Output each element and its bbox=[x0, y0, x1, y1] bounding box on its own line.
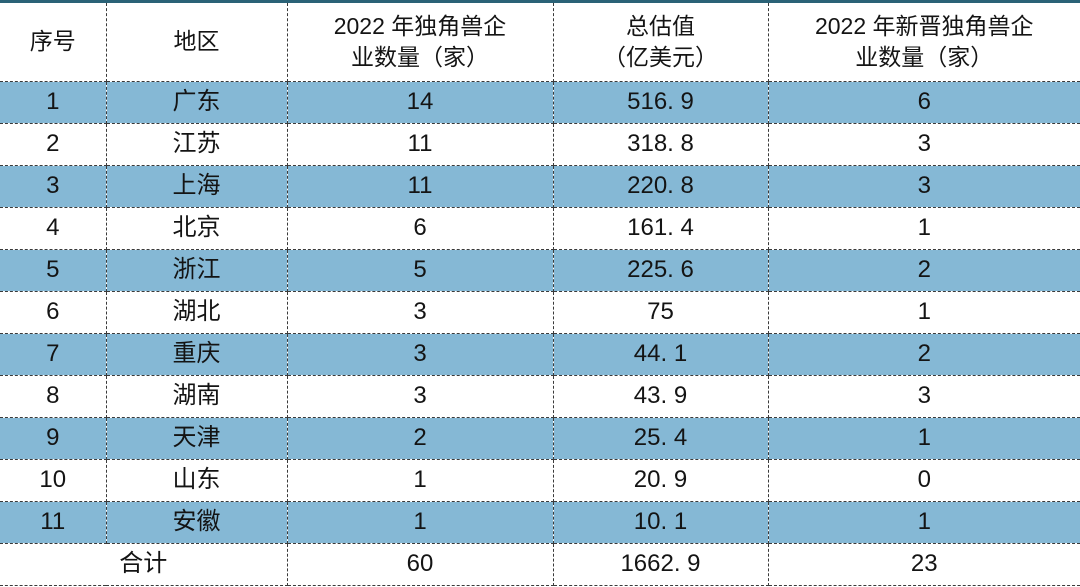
cell-valuation: 75 bbox=[552, 291, 769, 334]
cell-valuation: 318. 8 bbox=[552, 123, 769, 166]
table-row-tianjin: 9 天津 2 25. 4 1 bbox=[0, 417, 1080, 460]
cell-index: 4 bbox=[0, 207, 107, 250]
table-row-hubei: 6 湖北 3 75 1 bbox=[0, 291, 1080, 334]
cell-region: 湖北 bbox=[105, 291, 288, 334]
cell-new-unicorn-count: 3 bbox=[767, 165, 1080, 208]
cell-index: 9 bbox=[0, 417, 107, 460]
cell-new-unicorn-count: 2 bbox=[767, 249, 1080, 292]
cell-valuation: 225. 6 bbox=[552, 249, 769, 292]
cell-unicorn-count: 3 bbox=[286, 291, 554, 334]
cell-new-unicorn-count: 0 bbox=[767, 459, 1080, 502]
cell-unicorn-count: 3 bbox=[286, 333, 554, 376]
cell-index: 8 bbox=[0, 375, 107, 418]
header-row: 序号 地区 2022 年独角兽企 业数量（家） 总估值 （亿美元） 2022 年… bbox=[0, 1, 1080, 82]
table-row-shandong: 10 山东 1 20. 9 0 bbox=[0, 459, 1080, 502]
cell-new-unicorn-count: 6 bbox=[767, 81, 1080, 124]
total-new-unicorn-count: 23 bbox=[767, 543, 1080, 586]
cell-region: 浙江 bbox=[105, 249, 288, 292]
cell-unicorn-count: 2 bbox=[286, 417, 554, 460]
cell-valuation: 10. 1 bbox=[552, 501, 769, 544]
cell-index: 6 bbox=[0, 291, 107, 334]
table-row-hunan: 8 湖南 3 43. 9 3 bbox=[0, 375, 1080, 418]
cell-unicorn-count: 14 bbox=[286, 81, 554, 124]
cell-unicorn-count: 1 bbox=[286, 501, 554, 544]
cell-region: 广东 bbox=[105, 81, 288, 124]
cell-new-unicorn-count: 1 bbox=[767, 207, 1080, 250]
cell-new-unicorn-count: 1 bbox=[767, 291, 1080, 334]
table-row-beijing: 4 北京 6 161. 4 1 bbox=[0, 207, 1080, 250]
cell-valuation: 44. 1 bbox=[552, 333, 769, 376]
total-valuation: 1662. 9 bbox=[552, 543, 769, 586]
cell-new-unicorn-count: 3 bbox=[767, 375, 1080, 418]
cell-index: 7 bbox=[0, 333, 107, 376]
cell-index: 2 bbox=[0, 123, 107, 166]
cell-region: 北京 bbox=[105, 207, 288, 250]
cell-index: 3 bbox=[0, 165, 107, 208]
cell-new-unicorn-count: 2 bbox=[767, 333, 1080, 376]
table-row-jiangsu: 2 江苏 11 318. 8 3 bbox=[0, 123, 1080, 166]
column-header-valuation: 总估值 （亿美元） bbox=[552, 1, 769, 82]
cell-index: 11 bbox=[0, 501, 107, 544]
table-row-zhejiang: 5 浙江 5 225. 6 2 bbox=[0, 249, 1080, 292]
cell-new-unicorn-count: 1 bbox=[767, 417, 1080, 460]
total-label: 合计 bbox=[0, 543, 288, 586]
cell-region: 天津 bbox=[105, 417, 288, 460]
cell-valuation: 25. 4 bbox=[552, 417, 769, 460]
cell-unicorn-count: 1 bbox=[286, 459, 554, 502]
cell-unicorn-count: 3 bbox=[286, 375, 554, 418]
cell-valuation: 516. 9 bbox=[552, 81, 769, 124]
cell-region: 安徽 bbox=[105, 501, 288, 544]
cell-index: 10 bbox=[0, 459, 107, 502]
cell-valuation: 220. 8 bbox=[552, 165, 769, 208]
total-unicorn-count: 60 bbox=[286, 543, 554, 586]
table-row-chongqing: 7 重庆 3 44. 1 2 bbox=[0, 333, 1080, 376]
cell-region: 湖南 bbox=[105, 375, 288, 418]
cell-unicorn-count: 5 bbox=[286, 249, 554, 292]
cell-unicorn-count: 11 bbox=[286, 123, 554, 166]
table-row-anhui: 11 安徽 1 10. 1 1 bbox=[0, 501, 1080, 544]
cell-unicorn-count: 11 bbox=[286, 165, 554, 208]
column-header-index: 序号 bbox=[0, 1, 107, 82]
cell-region: 江苏 bbox=[105, 123, 288, 166]
cell-index: 1 bbox=[0, 81, 107, 124]
cell-region: 重庆 bbox=[105, 333, 288, 376]
cell-new-unicorn-count: 3 bbox=[767, 123, 1080, 166]
cell-unicorn-count: 6 bbox=[286, 207, 554, 250]
cell-region: 山东 bbox=[105, 459, 288, 502]
cell-index: 5 bbox=[0, 249, 107, 292]
cell-region: 上海 bbox=[105, 165, 288, 208]
column-header-region: 地区 bbox=[105, 1, 288, 82]
table-row-shanghai: 3 上海 11 220. 8 3 bbox=[0, 165, 1080, 208]
cell-valuation: 43. 9 bbox=[552, 375, 769, 418]
table-row-guangdong: 1 广东 14 516. 9 6 bbox=[0, 81, 1080, 124]
cell-valuation: 20. 9 bbox=[552, 459, 769, 502]
column-header-unicorn-count: 2022 年独角兽企 业数量（家） bbox=[286, 1, 554, 82]
cell-new-unicorn-count: 1 bbox=[767, 501, 1080, 544]
cell-valuation: 161. 4 bbox=[552, 207, 769, 250]
column-header-new-unicorn-count: 2022 年新晋独角兽企 业数量（家） bbox=[767, 1, 1080, 82]
table-row-total: 合计 60 1662. 9 23 bbox=[0, 543, 1080, 586]
